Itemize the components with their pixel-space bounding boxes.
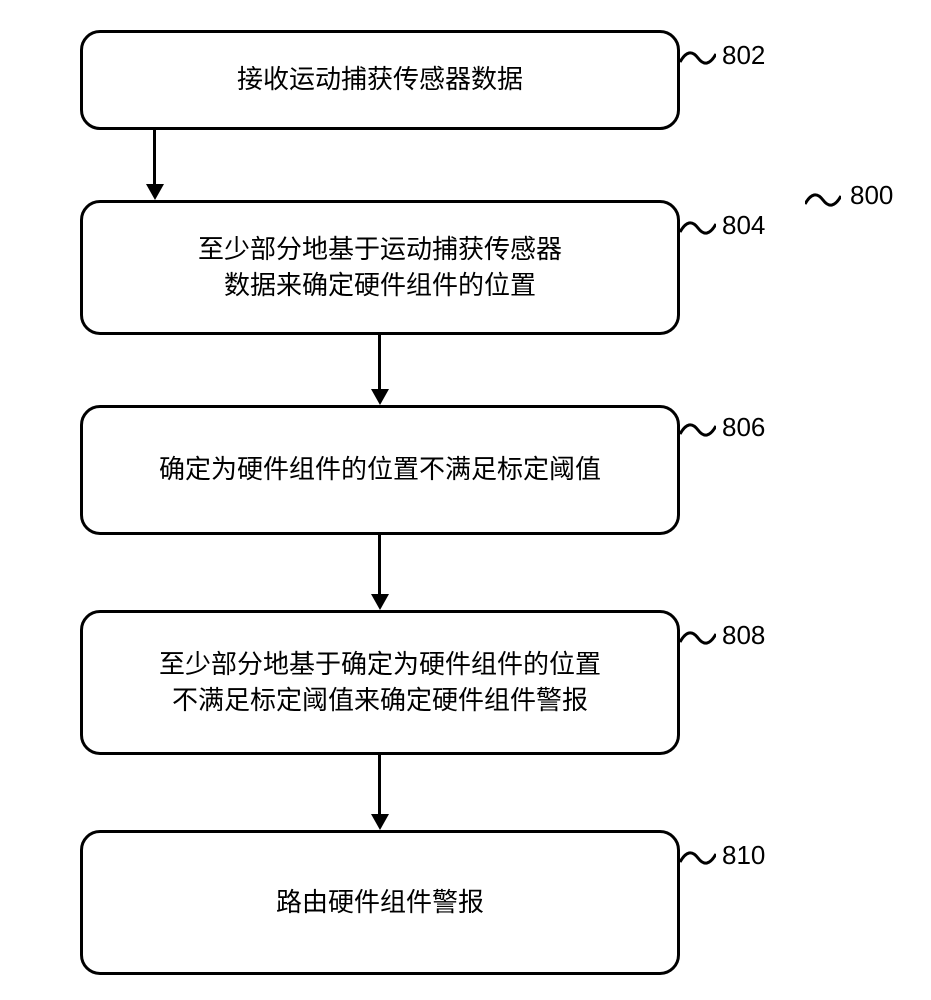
ref-label-3: 806 [722, 412, 765, 443]
step-text-4: 至少部分地基于确定为硬件组件的位置不满足标定阈值来确定硬件组件警报 [159, 647, 601, 717]
overall-ref-squiggle [805, 190, 841, 210]
ref-squiggle-3 [680, 420, 716, 440]
step-text-5: 路由硬件组件警报 [276, 885, 484, 920]
step-text-1: 接收运动捕获传感器数据 [237, 62, 523, 97]
ref-squiggle-2 [680, 218, 716, 238]
ref-label-2: 804 [722, 210, 765, 241]
arrow-4-5 [378, 755, 381, 814]
arrowhead-1-2 [146, 184, 164, 200]
step-box-1: 接收运动捕获传感器数据 [80, 30, 680, 130]
ref-squiggle-5 [680, 848, 716, 868]
step-box-5: 路由硬件组件警报 [80, 830, 680, 975]
arrowhead-2-3 [371, 389, 389, 405]
step-box-4: 至少部分地基于确定为硬件组件的位置不满足标定阈值来确定硬件组件警报 [80, 610, 680, 755]
ref-squiggle-4 [680, 628, 716, 648]
flowchart-canvas: 接收运动捕获传感器数据 802 至少部分地基于运动捕获传感器数据来确定硬件组件的… [0, 0, 931, 1000]
arrow-2-3 [378, 335, 381, 389]
overall-ref-label: 800 [850, 180, 893, 211]
step-box-2: 至少部分地基于运动捕获传感器数据来确定硬件组件的位置 [80, 200, 680, 335]
ref-label-1: 802 [722, 40, 765, 71]
arrow-3-4 [378, 535, 381, 594]
step-box-3: 确定为硬件组件的位置不满足标定阈值 [80, 405, 680, 535]
ref-squiggle-1 [680, 48, 716, 68]
ref-label-4: 808 [722, 620, 765, 651]
arrowhead-4-5 [371, 814, 389, 830]
arrow-1-2 [153, 130, 156, 184]
step-text-3: 确定为硬件组件的位置不满足标定阈值 [159, 452, 601, 487]
step-text-2: 至少部分地基于运动捕获传感器数据来确定硬件组件的位置 [198, 232, 562, 302]
arrowhead-3-4 [371, 594, 389, 610]
ref-label-5: 810 [722, 840, 765, 871]
